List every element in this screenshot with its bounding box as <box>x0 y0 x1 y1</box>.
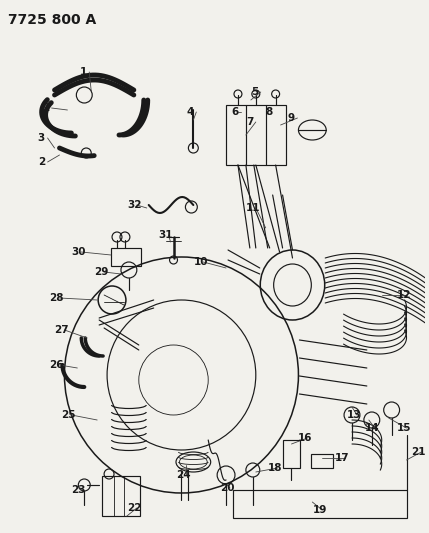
Text: 20: 20 <box>220 483 235 493</box>
Text: 27: 27 <box>54 325 69 335</box>
Bar <box>102 476 140 516</box>
Text: 2: 2 <box>42 103 49 113</box>
Bar <box>111 248 141 266</box>
Text: 1: 1 <box>79 67 87 77</box>
Text: 15: 15 <box>396 423 411 433</box>
Text: 8: 8 <box>266 107 273 117</box>
Text: 28: 28 <box>50 293 64 303</box>
Bar <box>233 490 407 518</box>
Text: 14: 14 <box>365 423 380 433</box>
Text: 18: 18 <box>268 463 282 473</box>
Text: 32: 32 <box>127 200 142 210</box>
Text: 26: 26 <box>50 360 64 370</box>
Bar <box>283 440 300 468</box>
Text: 10: 10 <box>193 257 208 267</box>
Text: 4: 4 <box>186 107 194 117</box>
Text: 9: 9 <box>287 113 295 123</box>
Text: 7725 800 A: 7725 800 A <box>8 13 96 27</box>
Bar <box>311 454 333 468</box>
Text: 7: 7 <box>246 117 253 127</box>
Text: 23: 23 <box>71 485 86 495</box>
Text: 5: 5 <box>251 87 258 97</box>
Text: 3: 3 <box>38 133 45 143</box>
Text: 12: 12 <box>396 290 411 300</box>
Text: 29: 29 <box>94 267 109 277</box>
Text: 2: 2 <box>38 157 45 167</box>
Text: 19: 19 <box>312 505 327 515</box>
Text: 13: 13 <box>347 410 362 420</box>
Text: 22: 22 <box>127 503 142 513</box>
Text: 24: 24 <box>176 470 191 480</box>
Text: 11: 11 <box>246 203 260 213</box>
Bar <box>226 105 286 165</box>
Text: 6: 6 <box>231 107 238 117</box>
Text: 25: 25 <box>61 410 76 420</box>
Text: 30: 30 <box>71 247 86 257</box>
Text: 21: 21 <box>411 447 426 457</box>
Text: 31: 31 <box>159 230 173 240</box>
Text: 17: 17 <box>335 453 350 463</box>
Text: 16: 16 <box>297 433 312 443</box>
